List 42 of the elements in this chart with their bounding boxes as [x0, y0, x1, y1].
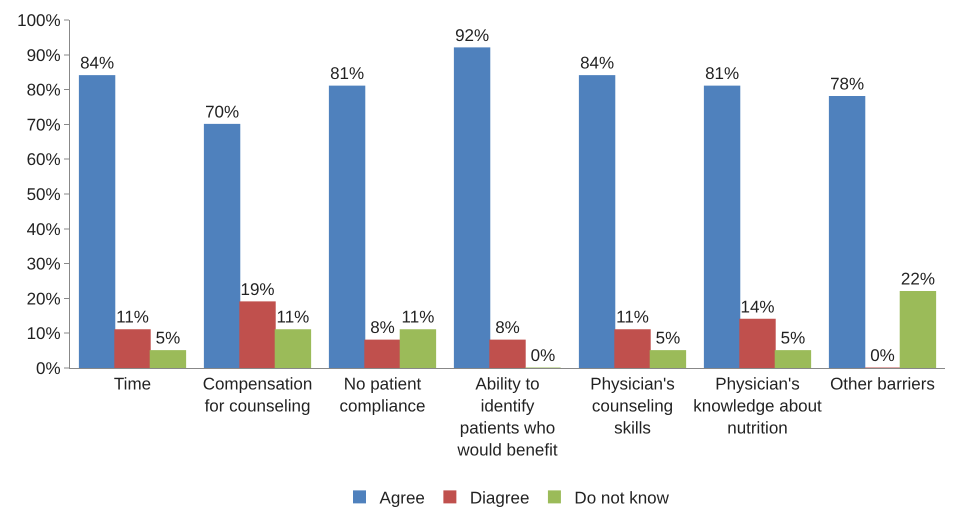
data-label: 8% [370, 318, 395, 338]
y-tick-label: 60% [26, 150, 61, 170]
y-tick-label: 90% [26, 46, 61, 65]
y-tick-label: 10% [26, 324, 61, 344]
data-label: 5% [780, 328, 806, 348]
data-label: 84% [580, 54, 614, 73]
x-tick-label: Physician's knowledge about nutrition [693, 374, 822, 438]
x-tick-label: Time [114, 374, 152, 394]
y-tick-label: 70% [26, 115, 61, 134]
data-label: 5% [156, 328, 180, 348]
data-label: 70% [205, 102, 240, 122]
data-label: 11% [616, 308, 649, 327]
y-tick-label: 40% [26, 220, 61, 239]
data-label: 78% [830, 74, 864, 94]
data-label: 84% [80, 54, 114, 73]
y-tick-label: 50% [26, 184, 61, 204]
y-tick-label: 0% [36, 358, 61, 378]
data-label: 11% [116, 308, 149, 327]
data-label: 14% [740, 297, 775, 316]
y-tick-label: 100% [17, 10, 61, 30]
legend-label: Diagree [470, 488, 530, 508]
data-label: 22% [900, 269, 935, 288]
y-tick-label: 30% [26, 254, 61, 274]
x-tick-label: No patient compliance [340, 374, 426, 416]
data-label: 11% [276, 308, 310, 327]
x-tick-label: Other barriers [830, 374, 935, 394]
data-label: 81% [705, 64, 740, 84]
y-tick-label: 80% [26, 80, 61, 100]
legend-label: Do not know [574, 488, 670, 508]
legend-label: Agree [380, 488, 425, 508]
data-label: 0% [530, 346, 556, 365]
data-label: 5% [656, 328, 680, 348]
data-label: 19% [240, 280, 275, 299]
y-tick-label: 20% [26, 289, 61, 308]
data-label: 81% [330, 64, 364, 84]
data-label: 0% [870, 346, 895, 365]
x-tick-label: Ability to identify patients who would benefit [456, 374, 558, 460]
data-label: 92% [455, 26, 490, 45]
data-label: 8% [495, 318, 520, 338]
x-tick-label: Compensation for counseling [202, 374, 312, 416]
x-tick-label: Physician's counseling skills [590, 374, 675, 438]
data-label: 11% [402, 308, 434, 327]
